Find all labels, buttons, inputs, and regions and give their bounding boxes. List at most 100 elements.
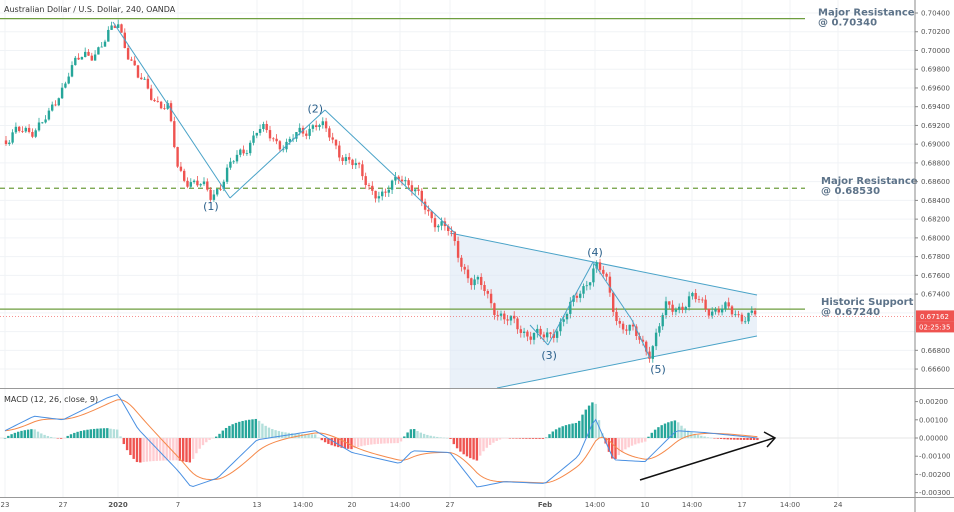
macd-histogram-bar — [215, 436, 218, 438]
candle-up — [536, 328, 539, 333]
candle-up — [414, 189, 417, 192]
candle-up — [14, 126, 18, 133]
macd-histogram-bar — [310, 434, 314, 438]
candle-down — [334, 139, 338, 146]
macd-histogram-bar — [640, 438, 644, 443]
candle-up — [249, 142, 252, 154]
candle-down — [486, 290, 489, 294]
candle-up — [255, 132, 258, 136]
candle-up — [64, 83, 67, 88]
candle-up — [262, 123, 265, 130]
macd-histogram-bar — [439, 437, 442, 438]
last-price-tag — [916, 310, 954, 322]
candle-down — [456, 241, 460, 258]
macd-histogram-bar — [554, 429, 558, 438]
macd-histogram-bar — [521, 438, 525, 439]
time-tick-label: 10 — [641, 501, 650, 509]
macd-histogram-bar — [432, 436, 436, 438]
wave-line — [529, 324, 549, 346]
candle-up — [37, 122, 41, 131]
macd-histogram-bar — [218, 433, 221, 438]
candle-down — [427, 209, 430, 212]
macd-histogram-bar — [673, 420, 677, 438]
macd-histogram-bar — [729, 438, 733, 440]
macd-histogram-bar — [89, 429, 92, 438]
candle-down — [183, 170, 186, 181]
candle-up — [532, 332, 536, 340]
candle-up — [34, 130, 37, 137]
macd-histogram-bar — [551, 431, 554, 438]
candle-up — [239, 149, 242, 155]
macd-histogram-bar — [7, 435, 10, 438]
candle-up — [67, 76, 70, 84]
candle-down — [397, 176, 400, 180]
candle-down — [136, 65, 140, 78]
macd-histogram-bar — [564, 425, 568, 438]
macd-histogram-bar — [102, 428, 106, 438]
candle-down — [463, 266, 466, 270]
candle-up — [720, 308, 724, 313]
macd-histogram-bar — [271, 429, 274, 438]
candle-down — [275, 138, 278, 142]
macd-histogram-bar — [231, 424, 234, 438]
candle-up — [354, 163, 357, 166]
time-tick-label: 17 — [738, 501, 747, 509]
candle-down — [278, 141, 282, 150]
candle-down — [737, 314, 740, 316]
macd-histogram-bar — [139, 438, 142, 463]
candle-up — [674, 309, 678, 312]
triangle-upper-line — [449, 232, 758, 296]
candle-up — [684, 307, 687, 310]
time-tick-label: 14:00 — [682, 501, 702, 509]
candle-down — [133, 60, 136, 66]
macd-histogram-bar — [142, 438, 145, 463]
candle-down — [146, 78, 150, 89]
countdown-value: 02:25:35 — [919, 323, 950, 331]
macd-histogram-bar — [525, 438, 528, 439]
macd-histogram-bar — [356, 438, 360, 448]
macd-histogram-bar — [221, 430, 224, 438]
candle-down — [519, 329, 522, 333]
macd-histogram-bar — [304, 434, 307, 438]
candle-up — [97, 47, 100, 55]
macd-histogram-bar — [36, 431, 40, 438]
macd-histogram-bar — [680, 425, 683, 438]
macd-histogram-bar — [561, 426, 564, 438]
macd-histogram-bar — [574, 422, 578, 438]
candle-up — [216, 188, 219, 195]
candle-down — [87, 51, 90, 56]
candle-down — [367, 185, 371, 186]
macd-histogram-bar — [254, 418, 257, 438]
candle-down — [470, 278, 473, 286]
candle-down — [447, 226, 450, 231]
candle-down — [268, 130, 272, 139]
macd-histogram-bar — [495, 438, 498, 441]
candle-down — [453, 231, 456, 242]
candle-up — [651, 346, 654, 359]
candle-down — [615, 311, 618, 322]
candle-up — [252, 135, 255, 143]
macd-histogram-bar — [287, 432, 290, 438]
time-tick-label: 2020 — [108, 501, 128, 509]
time-tick-label: 14:00 — [390, 501, 410, 509]
macd-histogram-bar — [446, 437, 449, 439]
candle-up — [661, 315, 664, 327]
macd-histogram-bar — [314, 434, 317, 438]
macd-histogram-bar — [706, 437, 710, 438]
macd-histogram-bar — [112, 429, 116, 438]
macd-histogram-bar — [568, 424, 571, 438]
macd-histogram-bar — [83, 430, 86, 438]
macd-histogram-bar — [677, 422, 680, 438]
candle-down — [542, 334, 546, 338]
candle-up — [166, 103, 169, 109]
candle-up — [44, 119, 47, 123]
macd-histogram-bar — [498, 438, 502, 440]
candle-down — [407, 180, 410, 186]
time-tick-label: 14:00 — [780, 501, 800, 509]
macd-histogram-bar — [350, 438, 353, 450]
macd-histogram-bar — [746, 438, 749, 440]
macd-histogram-bar — [158, 438, 162, 461]
candle-down — [466, 269, 470, 279]
